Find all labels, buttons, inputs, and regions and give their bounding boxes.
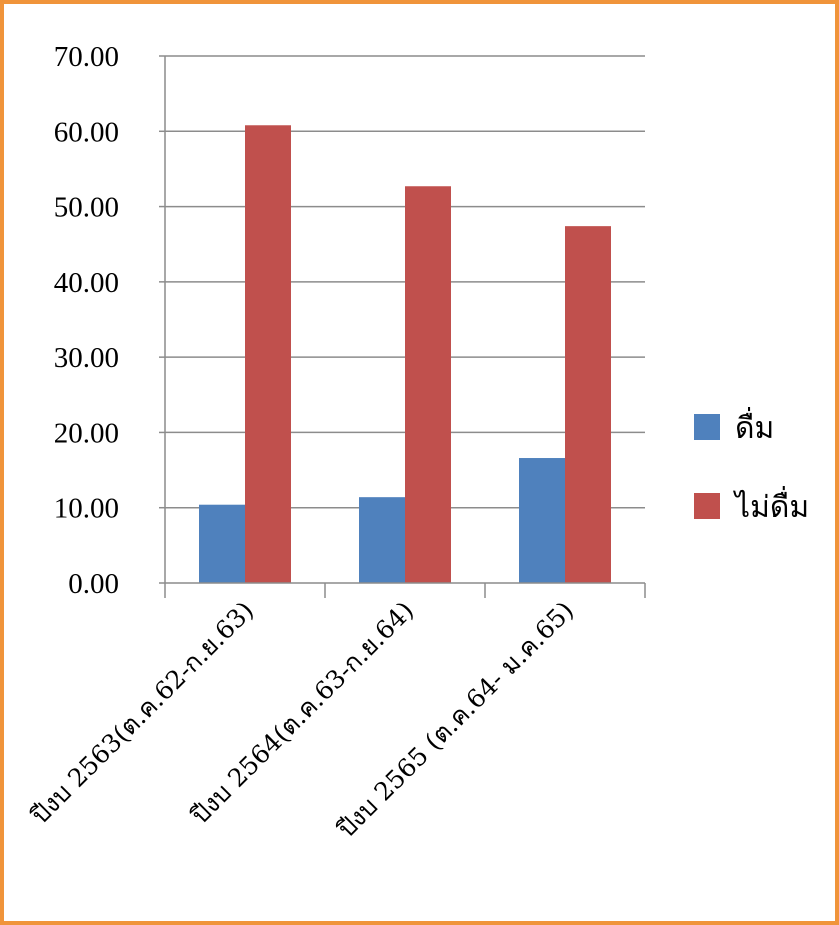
bar-no-drink-2 [405,186,451,583]
x-axis-category-labels: ปีงบ 2563(ต.ค.62-ก.ย.63)ปีงบ 2564(ต.ค.63… [25,596,579,844]
y-tick-label: 70.00 [54,41,119,73]
y-tick-label: 50.00 [54,192,119,224]
bar-drink-3 [519,458,565,583]
bar-drink-2 [359,497,405,583]
legend-label-drink: ดื่ม [735,407,774,446]
legend-label-no-drink: ไม่ดื่ม [733,486,809,525]
bars [199,125,611,583]
bar-drink-1 [199,505,245,583]
bar-no-drink-1 [245,125,291,583]
legend-swatch-no-drink [694,493,720,519]
y-tick-label: 10.00 [54,493,119,525]
y-tick-label: 60.00 [54,116,119,148]
legend-swatch-drink [694,414,720,440]
y-axis-tick-labels: 0.00 10.00 20.00 30.00 40.00 50.00 60.00 70.00 [54,41,119,600]
y-tick-label: 0.00 [68,568,119,600]
legend: ดื่มไม่ดื่ม [694,407,809,525]
y-tick-label: 40.00 [54,267,119,299]
bar-no-drink-3 [565,226,611,583]
y-tick-label: 30.00 [54,342,119,374]
y-tick-label: 20.00 [54,417,119,449]
